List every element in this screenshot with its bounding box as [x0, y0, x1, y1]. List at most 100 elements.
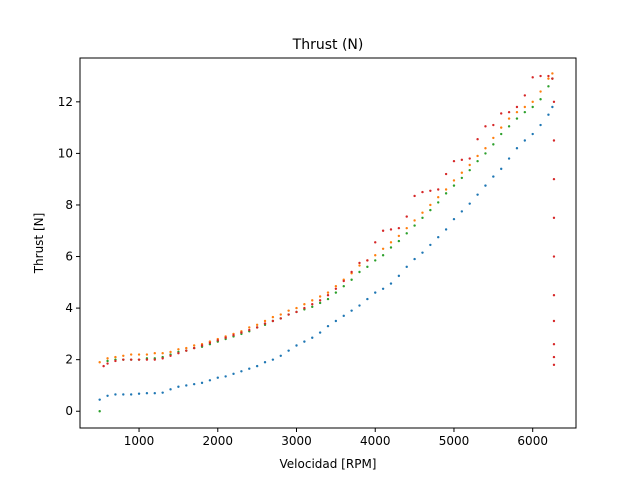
data-point	[366, 259, 369, 262]
data-point	[437, 188, 440, 191]
data-point	[161, 391, 164, 394]
data-point	[389, 246, 393, 249]
data-point	[334, 291, 338, 294]
data-point	[460, 210, 464, 213]
data-point	[397, 226, 401, 230]
data-point	[539, 98, 542, 101]
x-tick-label: 1000	[124, 434, 155, 448]
data-point	[102, 364, 105, 368]
data-point	[137, 392, 141, 395]
data-point	[374, 254, 377, 257]
data-point	[523, 110, 527, 114]
x-tick-label: 4000	[360, 434, 391, 448]
data-point	[114, 393, 117, 396]
data-point	[350, 270, 353, 274]
data-point	[484, 184, 487, 187]
data-point	[552, 216, 556, 220]
data-point	[255, 326, 259, 329]
data-point	[413, 219, 416, 222]
data-point	[452, 159, 456, 163]
data-point	[507, 157, 511, 160]
data-point	[358, 261, 361, 265]
data-point	[476, 138, 479, 141]
data-point	[515, 147, 519, 150]
data-point	[169, 388, 172, 391]
data-point	[287, 313, 290, 316]
data-point	[389, 228, 393, 231]
data-point	[421, 251, 424, 254]
x-tick-label: 6000	[517, 434, 548, 448]
data-point	[334, 287, 338, 290]
data-point	[523, 139, 527, 142]
data-point	[413, 194, 416, 198]
data-point	[145, 353, 149, 356]
data-point	[279, 354, 282, 357]
data-point	[122, 358, 125, 361]
data-point	[547, 113, 550, 116]
data-point	[303, 340, 306, 343]
data-point	[98, 410, 101, 413]
x-tick-label: 2000	[203, 434, 234, 448]
data-point	[547, 77, 550, 80]
y-tick-label: 10	[58, 146, 73, 160]
data-point	[552, 363, 556, 367]
y-tick-label: 0	[65, 404, 73, 418]
series-3	[102, 74, 556, 368]
data-point	[397, 239, 401, 243]
data-point	[492, 143, 495, 146]
series-0	[98, 105, 554, 401]
data-point	[342, 284, 345, 288]
data-point	[169, 354, 172, 357]
data-point	[381, 247, 385, 250]
data-point	[200, 344, 204, 347]
data-points-layer	[98, 72, 556, 413]
data-point	[185, 384, 188, 387]
data-point	[232, 333, 235, 337]
data-point	[161, 352, 164, 355]
data-point	[263, 322, 267, 325]
data-point	[98, 398, 101, 401]
data-point	[303, 306, 306, 310]
data-point	[413, 257, 416, 261]
data-point	[279, 313, 282, 316]
data-point	[444, 192, 448, 195]
data-point	[342, 314, 345, 318]
data-point	[318, 295, 322, 298]
data-point	[552, 319, 556, 323]
data-point	[326, 297, 330, 301]
data-point	[263, 361, 267, 364]
chart-title: Thrust (N)	[292, 37, 364, 53]
data-point	[476, 154, 479, 158]
data-point	[429, 189, 432, 192]
data-point	[405, 232, 408, 235]
data-point	[271, 319, 275, 323]
data-point	[358, 264, 361, 267]
data-point	[547, 74, 550, 78]
x-tick-label: 3000	[281, 434, 312, 448]
data-point	[515, 110, 519, 114]
data-point	[381, 229, 385, 232]
data-point	[429, 243, 432, 247]
data-point	[334, 319, 338, 323]
data-point	[421, 211, 424, 214]
data-point	[295, 310, 298, 314]
data-point	[98, 361, 101, 364]
data-point	[326, 294, 330, 297]
data-point	[531, 76, 534, 79]
data-point	[492, 136, 495, 140]
data-point	[397, 274, 401, 278]
data-point	[263, 319, 267, 323]
data-point	[460, 171, 464, 174]
data-point	[295, 306, 298, 310]
data-point	[145, 358, 149, 361]
data-point	[452, 217, 456, 221]
y-tick-label: 2	[65, 353, 73, 367]
x-tick-label: 5000	[439, 434, 470, 448]
data-point	[500, 126, 503, 129]
data-point	[552, 177, 556, 181]
data-point	[350, 309, 353, 312]
x-axis-ticks: 1000 2000 3000 4000 5000 6000	[124, 428, 548, 448]
data-point	[531, 100, 534, 104]
